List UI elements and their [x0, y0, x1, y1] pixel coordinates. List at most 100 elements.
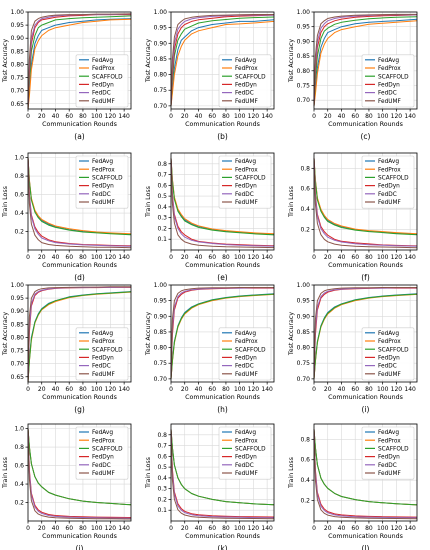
x-tick-label: 120 [248, 386, 260, 393]
y-tick-label: 1.00 [11, 282, 25, 289]
series-line-feddyn [313, 14, 418, 107]
panel-label: (f) [361, 273, 370, 282]
x-tick-label: 60 [351, 113, 359, 120]
x-axis-label: Communication Rounds [328, 533, 403, 540]
y-tick-label: 0.2 [157, 496, 167, 503]
series-line-fedumf [313, 158, 418, 249]
y-tick-label: 0.4 [157, 204, 167, 211]
x-tick-label: 140 [261, 254, 273, 261]
x-tick-label: 140 [404, 254, 416, 261]
chart-panel: 0 20 40 60 80 100 120 140 0.70 0.75 0.80 0.85 0.90 0.… [145, 282, 275, 414]
series-line-fedumf [27, 428, 132, 520]
y-tick-label: 0.70 [154, 103, 168, 110]
y-tick-label: 0.70 [11, 361, 25, 368]
panel-label: (b) [217, 132, 228, 141]
legend-label: FedAvg [378, 430, 399, 436]
series-line-feddc [27, 157, 132, 247]
x-tick-label: 40 [338, 525, 346, 532]
panel-label: (d) [74, 273, 85, 282]
plot-frame [170, 423, 275, 522]
legend-label: FedProx [92, 339, 115, 345]
panel-label: (e) [217, 273, 228, 282]
x-tick-label: 0 [26, 254, 30, 261]
legend-label: FedProx [378, 167, 401, 173]
panel-label: (a) [74, 132, 85, 141]
x-tick-label: 140 [118, 254, 130, 261]
legend-label: FedDC [235, 364, 254, 370]
legend-label: FedDC [92, 364, 111, 370]
legend-label: FedDC [235, 192, 254, 198]
x-axis-label: Communication Rounds [328, 394, 403, 401]
legend-label: FedUMF [378, 471, 401, 477]
x-tick-label: 40 [338, 254, 346, 261]
x-tick-label: 60 [65, 113, 73, 120]
plot-frame [313, 284, 418, 383]
series-line-feddc [170, 429, 275, 519]
legend-label: FedDC [92, 192, 111, 198]
series-line-feddc [27, 428, 132, 519]
y-tick-label: 0.85 [11, 48, 25, 55]
x-tick-label: 20 [181, 525, 189, 532]
y-tick-label: 0.90 [11, 308, 25, 315]
series-line-scaffold [27, 291, 132, 383]
y-tick-label: 0.80 [297, 68, 311, 75]
x-tick-label: 80 [79, 113, 87, 120]
y-tick-label: 0.6 [14, 463, 24, 470]
x-tick-label: 100 [234, 113, 246, 120]
x-tick-label: 80 [365, 525, 373, 532]
x-axis-label: Communication Rounds [328, 121, 403, 128]
y-tick-label: 0.4 [14, 210, 24, 217]
series-line-fedumf [313, 429, 418, 520]
legend-label: FedDC [235, 91, 254, 97]
y-tick-label: 0.2 [14, 229, 24, 236]
x-tick-label: 60 [208, 113, 216, 120]
y-tick-label: 0.75 [154, 360, 168, 367]
y-tick-label: 0.6 [300, 186, 310, 193]
y-tick-label: 0.85 [154, 56, 168, 63]
series-line-fedumf [27, 286, 131, 383]
legend-label: FedProx [92, 66, 115, 72]
y-tick-label: 0.7 [157, 172, 167, 179]
panel-label: (c) [361, 132, 371, 141]
x-tick-label: 40 [195, 254, 203, 261]
series-line-fedumf [170, 14, 274, 106]
x-tick-label: 40 [338, 113, 346, 120]
plot-frame [27, 11, 132, 110]
series-line-scaffold [313, 429, 418, 506]
x-tick-label: 60 [351, 525, 359, 532]
x-tick-label: 20 [181, 113, 189, 120]
y-tick-label: 0.75 [154, 87, 168, 94]
x-tick-label: 20 [181, 386, 189, 393]
x-tick-label: 100 [377, 113, 389, 120]
plot-frame [170, 152, 275, 251]
plot-frame [170, 284, 275, 383]
y-tick-label: 0.6 [157, 453, 167, 460]
x-tick-label: 0 [312, 254, 316, 261]
x-tick-label: 80 [222, 113, 230, 120]
y-tick-label: 0.2 [300, 498, 310, 505]
y-tick-label: 0.85 [154, 329, 168, 336]
x-tick-label: 100 [377, 525, 389, 532]
y-tick-label: 1.00 [154, 282, 168, 289]
y-tick-label: 0.85 [297, 329, 311, 336]
x-tick-label: 80 [365, 254, 373, 261]
series-line-feddc [313, 287, 417, 379]
y-tick-label: 0.70 [297, 97, 311, 104]
x-tick-label: 20 [324, 254, 332, 261]
series-line-scaffold [27, 157, 132, 236]
x-tick-label: 140 [261, 525, 273, 532]
legend-label: FedAvg [378, 58, 399, 64]
series-line-scaffold [170, 429, 275, 506]
legend-label: FedDyn [378, 356, 400, 362]
x-tick-label: 100 [91, 386, 103, 393]
series-line-fedumf [313, 13, 417, 107]
x-tick-label: 120 [391, 113, 403, 120]
x-axis-label: Communication Rounds [42, 262, 117, 269]
y-tick-label: 0.2 [300, 227, 310, 234]
y-tick-label: 0.95 [297, 298, 311, 305]
y-tick-label: 0.90 [154, 313, 168, 320]
x-tick-label: 80 [79, 254, 87, 261]
y-axis-label: Train Loss [145, 186, 152, 218]
x-tick-label: 100 [377, 254, 389, 261]
legend-label: FedUMF [235, 99, 258, 105]
